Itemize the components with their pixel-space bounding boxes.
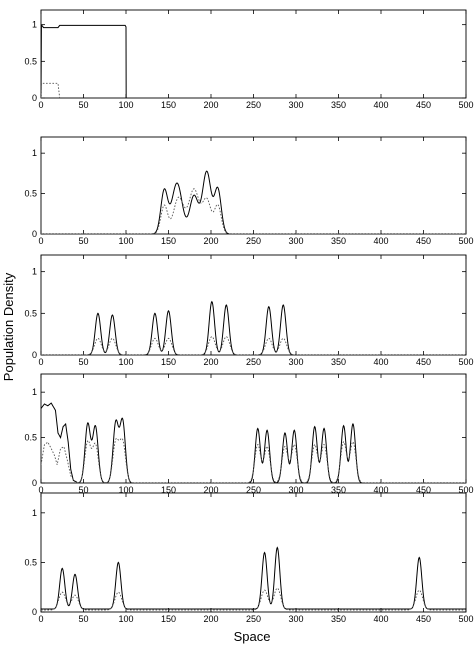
dotted-series-line <box>41 437 466 483</box>
x-tick-label: 500 <box>458 614 473 624</box>
x-tick-label: 500 <box>458 485 473 495</box>
y-tick-label: 0.5 <box>24 308 37 318</box>
x-tick-label: 400 <box>373 100 388 110</box>
x-tick-label: 0 <box>38 236 43 246</box>
x-tick-label: 150 <box>161 100 176 110</box>
y-tick-label: 0 <box>32 93 37 103</box>
x-tick-label: 0 <box>38 614 43 624</box>
y-tick-label: 0.5 <box>24 189 37 199</box>
x-tick-label: 500 <box>458 100 473 110</box>
x-tick-label: 400 <box>373 357 388 367</box>
panel-3: 0 50 100 150 200 250 300 350 400 450 500 0 0.5 1 <box>24 254 474 367</box>
x-tick-label: 350 <box>331 485 346 495</box>
x-tick-label: 100 <box>118 485 133 495</box>
x-tick-label: 100 <box>118 357 133 367</box>
dotted-series-line <box>41 188 466 234</box>
solid-series-line <box>41 546 466 610</box>
x-tick-label: 300 <box>288 236 303 246</box>
y-tick-label: 1 <box>32 508 37 518</box>
solid-series-line <box>41 402 466 483</box>
x-tick-label: 300 <box>288 357 303 367</box>
y-tick-label: 1 <box>32 387 37 397</box>
y-tick-label: 1 <box>32 267 37 277</box>
y-tick-label: 1 <box>32 148 37 158</box>
dotted-series-line <box>41 82 61 98</box>
plot-frame <box>40 9 467 99</box>
x-tick-label: 350 <box>331 614 346 624</box>
y-tick-label: 0 <box>32 229 37 239</box>
x-tick-label: 450 <box>416 614 431 624</box>
x-tick-label: 0 <box>38 357 43 367</box>
panel-5: 0 50 100 150 200 250 300 350 400 450 500 0 0.5 1 <box>24 492 474 624</box>
x-tick-label: 400 <box>373 236 388 246</box>
x-tick-label: 50 <box>78 485 88 495</box>
plot-frame <box>40 254 467 356</box>
plot-frame <box>40 136 467 235</box>
x-tick-label: 250 <box>246 357 261 367</box>
solid-series-line <box>41 300 466 355</box>
x-tick-label: 100 <box>118 100 133 110</box>
x-axis-label: Space <box>234 629 271 644</box>
x-tick-label: 250 <box>246 100 261 110</box>
x-tick-label: 200 <box>203 236 218 246</box>
x-tick-label: 100 <box>118 614 133 624</box>
solid-series-line <box>41 24 127 98</box>
x-tick-label: 450 <box>416 100 431 110</box>
x-tick-label: 150 <box>161 485 176 495</box>
x-tick-label: 100 <box>118 236 133 246</box>
x-tick-label: 450 <box>416 485 431 495</box>
x-tick-label: 300 <box>288 614 303 624</box>
y-tick-label: 0.5 <box>24 557 37 567</box>
x-tick-label: 250 <box>246 236 261 246</box>
dotted-series-line <box>41 336 466 355</box>
y-tick-label: 0.5 <box>24 56 37 66</box>
x-tick-label: 500 <box>458 236 473 246</box>
x-tick-label: 200 <box>203 485 218 495</box>
x-tick-label: 50 <box>78 614 88 624</box>
y-axis-label: Population Density <box>1 272 16 381</box>
x-tick-label: 300 <box>288 100 303 110</box>
x-tick-label: 150 <box>161 236 176 246</box>
x-tick-label: 450 <box>416 236 431 246</box>
dotted-series-line <box>41 587 466 611</box>
panel-1: 0 50 100 150 200 250 300 350 400 450 500 0 0.5 1 <box>24 9 474 110</box>
x-tick-label: 250 <box>246 614 261 624</box>
y-tick-label: 0 <box>32 350 37 360</box>
x-tick-label: 500 <box>458 357 473 367</box>
x-tick-label: 400 <box>373 485 388 495</box>
x-tick-label: 150 <box>161 614 176 624</box>
x-tick-label: 450 <box>416 357 431 367</box>
x-tick-label: 350 <box>331 100 346 110</box>
y-tick-label: 1 <box>32 20 37 30</box>
x-tick-label: 200 <box>203 100 218 110</box>
x-tick-label: 350 <box>331 357 346 367</box>
panel-4: 0 50 100 150 200 250 300 350 400 450 500 0 0.5 1 <box>24 373 474 495</box>
x-tick-label: 200 <box>203 357 218 367</box>
panel-2: 0 50 100 150 200 250 300 350 400 450 500 0 0.5 1 <box>24 136 474 246</box>
plot-frame <box>40 492 467 613</box>
y-tick-label: 0 <box>32 607 37 617</box>
x-tick-label: 50 <box>78 236 88 246</box>
x-tick-label: 400 <box>373 614 388 624</box>
solid-series-line <box>41 170 466 234</box>
x-tick-label: 300 <box>288 485 303 495</box>
x-tick-label: 200 <box>203 614 218 624</box>
x-tick-label: 350 <box>331 236 346 246</box>
x-tick-label: 50 <box>78 357 88 367</box>
x-tick-label: 50 <box>78 100 88 110</box>
x-tick-label: 150 <box>161 357 176 367</box>
y-tick-label: 0 <box>32 478 37 488</box>
x-tick-label: 250 <box>246 485 261 495</box>
y-tick-label: 0.5 <box>24 433 37 443</box>
x-tick-label: 0 <box>38 100 43 110</box>
x-tick-label: 0 <box>38 485 43 495</box>
